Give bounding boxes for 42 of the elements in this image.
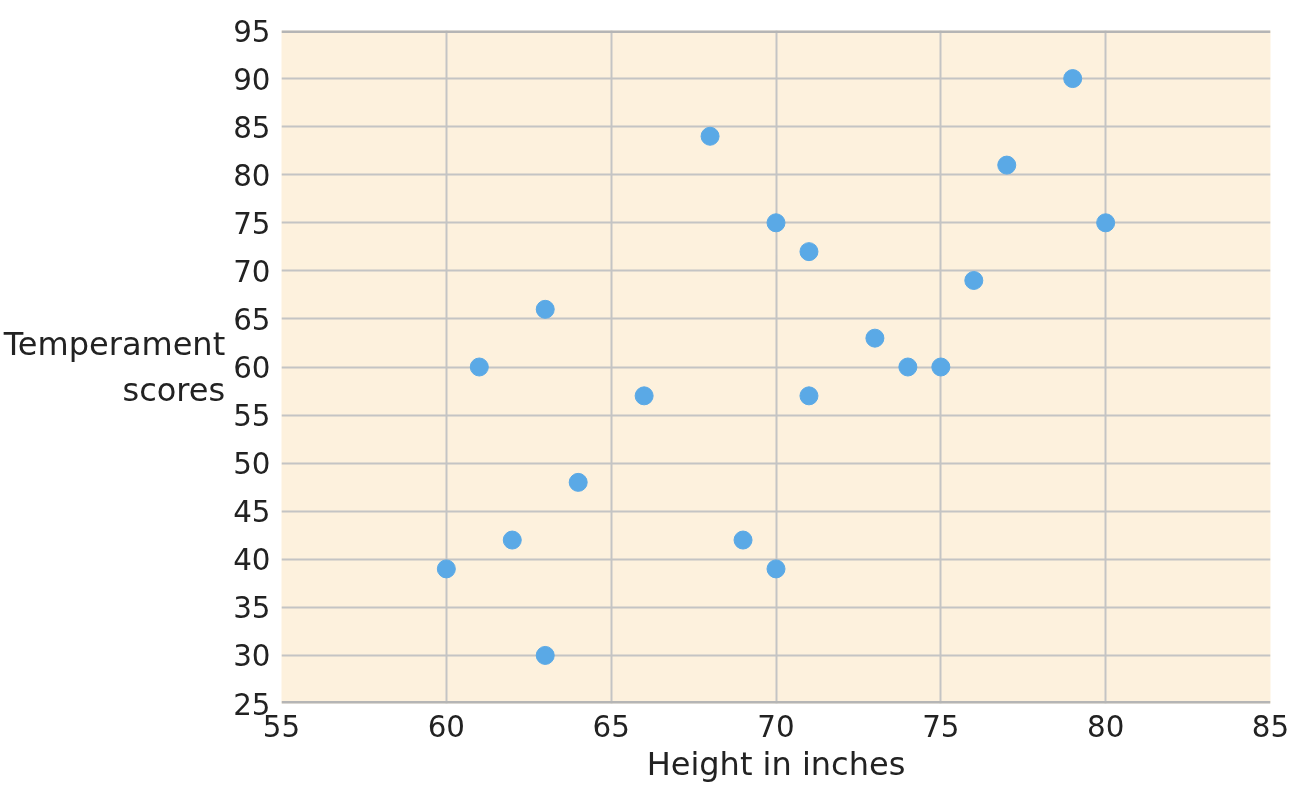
point <box>898 357 918 377</box>
x-tick-label: 65 <box>592 709 630 744</box>
point <box>799 242 819 262</box>
y-tick-label: 50 <box>233 447 271 482</box>
point <box>865 328 885 348</box>
point <box>766 213 786 233</box>
point <box>502 530 522 550</box>
x-tick-label: 85 <box>1251 709 1290 744</box>
y-tick-label: 75 <box>233 206 271 241</box>
y-tick-label: 70 <box>233 254 271 289</box>
x-tick-label: 75 <box>922 709 960 744</box>
y-tick-label: 65 <box>233 302 271 337</box>
point <box>634 386 654 406</box>
y-tick-label: 35 <box>233 591 271 626</box>
y-tick-label: 85 <box>233 110 271 145</box>
point <box>1096 213 1116 233</box>
y-axis-title: Temperament scores <box>2 325 226 409</box>
point <box>931 357 951 377</box>
y-tick-label: 45 <box>233 495 271 530</box>
point <box>436 559 456 579</box>
y-tick-label: 80 <box>233 158 271 193</box>
y-tick-label: 90 <box>233 62 271 97</box>
point <box>1063 69 1083 89</box>
x-tick-label: 70 <box>757 709 795 744</box>
y-tick-label: 30 <box>233 639 271 674</box>
y-tick-label: 55 <box>233 399 271 434</box>
point <box>568 472 588 492</box>
point <box>700 126 720 146</box>
y-tick-label: 60 <box>233 351 271 385</box>
point <box>469 357 489 377</box>
point <box>799 386 819 406</box>
point <box>766 559 786 579</box>
point <box>733 530 753 550</box>
y-tick-label: 40 <box>233 543 271 578</box>
point <box>997 155 1017 175</box>
x-tick-label: 80 <box>1087 709 1125 744</box>
x-tick-label: 60 <box>427 709 465 744</box>
point <box>535 299 555 319</box>
point <box>964 270 984 290</box>
x-axis-title: Height in inches <box>646 744 906 783</box>
y-tick-label: 95 <box>233 14 271 49</box>
point <box>535 645 555 665</box>
